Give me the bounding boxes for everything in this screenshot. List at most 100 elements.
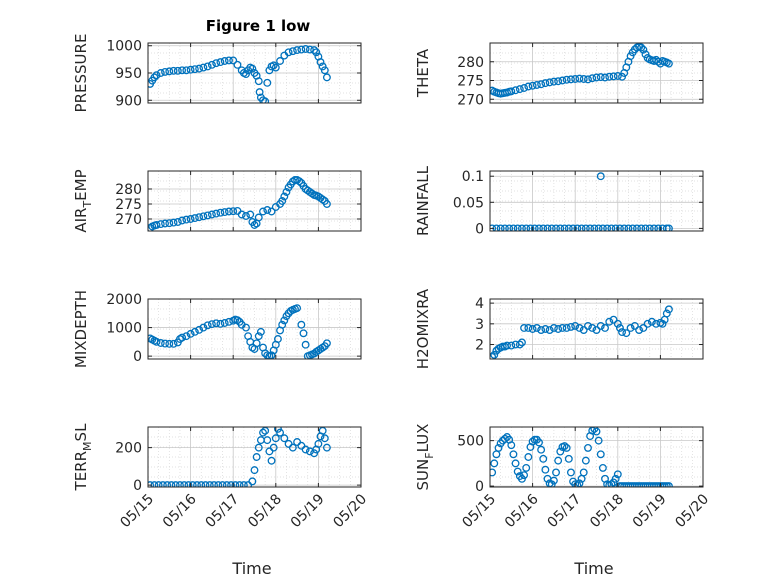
data-point [173, 218, 182, 226]
data-point [224, 56, 233, 65]
data-point [150, 73, 159, 82]
data-point [182, 66, 191, 75]
data-point [562, 75, 571, 84]
y-tick-label: 0 [133, 478, 142, 494]
data-point [539, 454, 548, 463]
data-point [233, 316, 242, 325]
axes-box [489, 170, 704, 232]
data-point [288, 443, 297, 452]
data-point [318, 62, 327, 71]
data-point [511, 86, 520, 95]
y-tick-label: 280 [457, 55, 484, 71]
data-point [520, 324, 529, 332]
data-point [664, 482, 673, 487]
data-point [558, 324, 567, 332]
data-point [265, 66, 274, 75]
data-point [630, 321, 639, 330]
data-point [564, 224, 573, 231]
data-point [229, 207, 238, 216]
data-point [207, 60, 216, 69]
data-point [647, 317, 656, 326]
data-point [259, 207, 267, 216]
data-point [560, 224, 569, 231]
data-point [152, 221, 161, 229]
data-point [552, 468, 560, 477]
data-point [171, 481, 180, 487]
data-point [220, 208, 229, 217]
data-point [594, 224, 603, 231]
y-axis-label: RAINFALL [414, 165, 432, 236]
data-point [250, 466, 259, 475]
subplot-6: 2 3 4 H2OMIXRA [414, 288, 704, 369]
y-tick-label: 270 [115, 212, 142, 228]
data-point [528, 81, 537, 90]
data-point [186, 329, 195, 338]
data-point [571, 321, 580, 330]
data-point [190, 65, 199, 74]
data-point [615, 224, 624, 231]
data-point [276, 428, 285, 437]
data-point [271, 434, 280, 443]
data-point [242, 70, 250, 79]
data-point [494, 443, 503, 452]
data-point [596, 321, 605, 330]
data-point [254, 77, 263, 86]
data-point [216, 208, 225, 217]
data-point [167, 481, 176, 487]
data-point [581, 456, 590, 465]
data-point [584, 443, 592, 452]
data-point [590, 224, 599, 231]
data-point [507, 341, 516, 350]
data-point [664, 305, 673, 314]
data-point [620, 224, 629, 231]
data-point [601, 324, 609, 332]
data-point [664, 224, 673, 231]
data-point [515, 340, 524, 349]
data-point [520, 84, 529, 92]
data-point [520, 471, 529, 480]
y-axis-label: MIXDEPTH [72, 290, 90, 368]
data-point [607, 480, 616, 487]
data-point [322, 339, 331, 348]
data-point [254, 332, 263, 341]
subplot-5: 0 1000 2000 MIXDEPTH [72, 290, 362, 368]
data-point [601, 73, 609, 82]
data-point [280, 316, 289, 325]
data-point [658, 319, 667, 328]
data-point [305, 45, 314, 54]
data-point [641, 224, 650, 231]
data-point [178, 333, 187, 342]
axes-box [147, 426, 362, 488]
y-tick-label: 280 [115, 182, 142, 198]
data-point [564, 454, 573, 463]
data-point [220, 57, 229, 65]
data-point [148, 224, 155, 231]
data-point [295, 177, 304, 186]
data-point [556, 447, 565, 456]
y-tick-label: 275 [115, 197, 142, 213]
data-point [566, 468, 575, 477]
series-points [490, 172, 673, 231]
data-point [161, 67, 169, 76]
data-point [190, 327, 199, 336]
data-point [237, 210, 246, 219]
data-point [182, 215, 191, 224]
data-point [554, 456, 563, 465]
data-point [288, 47, 297, 56]
data-point [214, 481, 223, 487]
data-point [195, 325, 204, 334]
data-point [592, 427, 601, 436]
data-point [267, 456, 276, 465]
data-point [203, 321, 212, 330]
data-point [513, 467, 522, 476]
data-point [282, 188, 291, 196]
data-point [526, 224, 535, 231]
y-axis-label: H2OMIXRA [414, 288, 432, 369]
data-point [586, 224, 595, 231]
data-point [156, 69, 165, 77]
y-axis-label: PRESSURE [72, 34, 90, 113]
data-point [212, 319, 221, 328]
data-point [645, 224, 654, 231]
data-point [562, 324, 571, 332]
data-point [173, 66, 182, 75]
